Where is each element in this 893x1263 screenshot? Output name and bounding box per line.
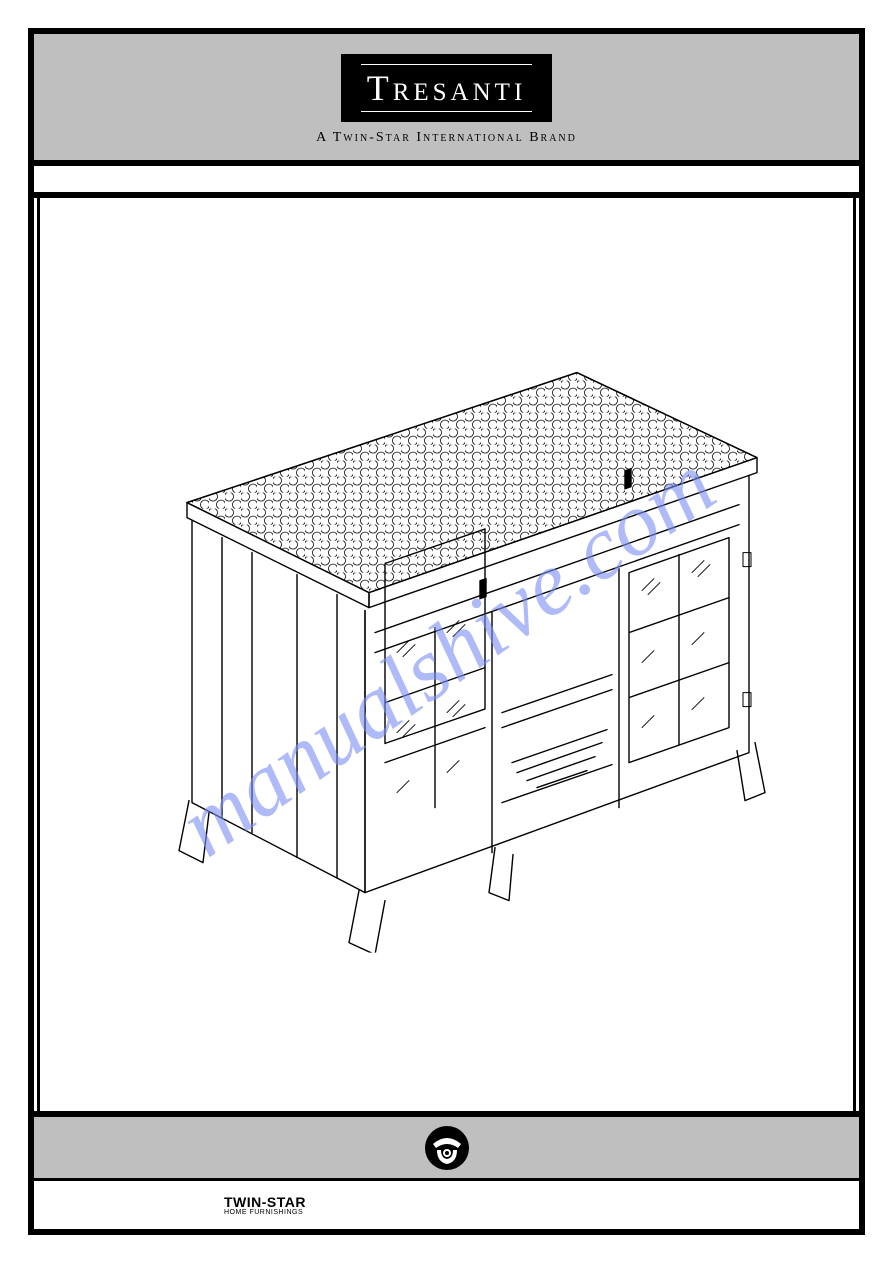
main-illustration-area: manualshive.com (37, 198, 856, 1111)
twinstar-logo-line1: TWIN-STAR (224, 1195, 306, 1209)
phone-icon (423, 1124, 471, 1172)
divider-band (34, 166, 859, 198)
product-drawing (97, 332, 797, 952)
header-band: Tresanti A Twin-Star International Brand (34, 34, 859, 166)
twinstar-logo: TWIN-STAR HOME FURNISHINGS (224, 1195, 306, 1216)
outer-border: Tresanti A Twin-Star International Brand (28, 28, 865, 1235)
footer-company-band: TWIN-STAR HOME FURNISHINGS (34, 1181, 859, 1229)
footer-phone-band (34, 1111, 859, 1181)
brand-tagline: A Twin-Star International Brand (316, 130, 577, 146)
page-root: Tresanti A Twin-Star International Brand (0, 0, 893, 1263)
brand-logo-box: Tresanti (341, 54, 553, 122)
twinstar-logo-line2: HOME FURNISHINGS (224, 1209, 306, 1216)
brand-logo-text: Tresanti (361, 64, 533, 112)
